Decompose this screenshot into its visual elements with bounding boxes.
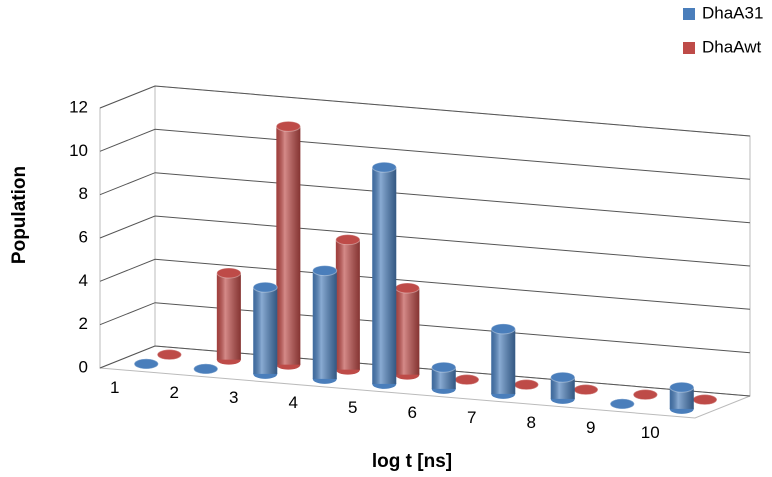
bar bbox=[193, 363, 219, 375]
bar-top bbox=[193, 363, 219, 375]
bar-shade bbox=[550, 377, 575, 399]
bar-top bbox=[513, 379, 539, 391]
x-tick-label: 9 bbox=[586, 418, 595, 437]
x-tick-label: 4 bbox=[289, 393, 298, 412]
bar bbox=[573, 384, 599, 396]
y-tick-label: 2 bbox=[79, 314, 88, 333]
bar-top bbox=[275, 120, 301, 132]
bar-top bbox=[550, 371, 576, 383]
bar bbox=[431, 361, 457, 394]
bar bbox=[669, 381, 695, 414]
bar-top bbox=[216, 267, 242, 279]
bar-top bbox=[394, 282, 420, 294]
y-tick-label: 8 bbox=[79, 184, 88, 203]
bar-top bbox=[632, 389, 658, 401]
bar-shade bbox=[372, 167, 397, 384]
bar bbox=[513, 379, 539, 391]
legend-swatch bbox=[683, 8, 695, 20]
x-tick-label: 7 bbox=[467, 408, 476, 427]
y-tick-label: 10 bbox=[69, 141, 88, 160]
bar bbox=[312, 265, 338, 384]
x-tick-label: 3 bbox=[229, 388, 238, 407]
x-axis-title: log t [ns] bbox=[372, 451, 452, 472]
y-tick-label: 12 bbox=[69, 97, 88, 116]
bar-top bbox=[371, 161, 397, 173]
bar bbox=[156, 349, 182, 361]
grid-line bbox=[99, 85, 751, 137]
plot-walls bbox=[99, 85, 751, 419]
bar-top bbox=[431, 361, 457, 373]
bar-shade bbox=[395, 287, 420, 375]
bar-top bbox=[573, 384, 599, 396]
bar-top bbox=[312, 265, 338, 277]
bar-shade bbox=[216, 272, 241, 360]
bar-top bbox=[490, 323, 516, 335]
bar bbox=[490, 323, 516, 399]
grid-line bbox=[99, 128, 751, 180]
bar-top bbox=[133, 358, 159, 370]
grid-line bbox=[99, 258, 751, 310]
x-tick-label: 8 bbox=[527, 413, 536, 432]
bar bbox=[335, 234, 361, 375]
bar-shade bbox=[335, 239, 360, 370]
bar-shade bbox=[669, 387, 694, 409]
bar bbox=[275, 120, 301, 370]
bar bbox=[609, 398, 635, 410]
grid-line bbox=[99, 215, 751, 267]
y-tick-label: 4 bbox=[79, 271, 88, 290]
bar bbox=[252, 281, 278, 379]
bar bbox=[692, 394, 718, 406]
bar-top bbox=[335, 234, 361, 246]
bar-top bbox=[252, 281, 278, 293]
bar-shade bbox=[253, 287, 278, 374]
bar-shade bbox=[431, 367, 456, 389]
grid-line bbox=[99, 172, 751, 224]
x-tick-label: 10 bbox=[641, 423, 660, 442]
bar bbox=[371, 161, 397, 389]
legend-swatch bbox=[683, 42, 695, 54]
bar bbox=[216, 267, 242, 365]
bar bbox=[550, 371, 576, 404]
bar bbox=[133, 358, 159, 370]
x-tick-label: 5 bbox=[348, 398, 357, 417]
bar-shade bbox=[312, 270, 337, 379]
bar-shade bbox=[491, 328, 516, 394]
bar-top bbox=[156, 349, 182, 361]
bar bbox=[454, 374, 480, 386]
bar-top bbox=[669, 381, 695, 393]
y-axis-title: Population bbox=[9, 166, 30, 264]
legend-label: DhaAwt bbox=[702, 37, 761, 56]
x-tick-label: 6 bbox=[408, 403, 417, 422]
x-tick-label: 2 bbox=[170, 383, 179, 402]
y-tick-label: 0 bbox=[79, 357, 88, 376]
bar-top bbox=[609, 398, 635, 410]
legend-label: DhaA31 bbox=[702, 3, 763, 22]
y-tick-label: 6 bbox=[79, 227, 88, 246]
grid-line bbox=[99, 302, 751, 354]
bar-top bbox=[454, 374, 480, 386]
bar-shade bbox=[276, 126, 301, 365]
bar-top bbox=[692, 394, 718, 406]
bar bbox=[394, 282, 420, 380]
bar bbox=[632, 389, 658, 401]
x-tick-label: 1 bbox=[110, 378, 119, 397]
